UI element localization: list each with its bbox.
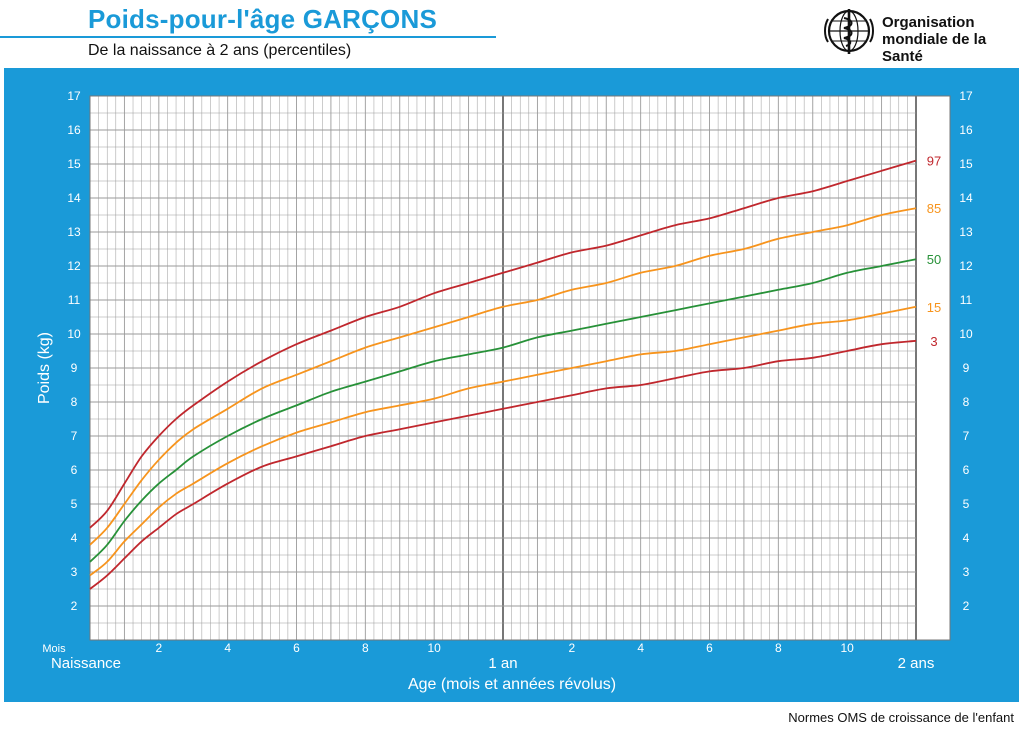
y-tick-label-left: 10 (67, 327, 81, 341)
y-tick-label-right: 17 (959, 89, 973, 103)
y-tick-label-left: 9 (71, 361, 78, 375)
x-axis-title: Age (mois et années révolus) (408, 676, 616, 693)
y-tick-label-right: 3 (963, 565, 970, 579)
y-tick-label-left: 4 (71, 531, 78, 545)
y-tick-label-right: 14 (959, 191, 973, 205)
y-axis-title: Poids (kg) (36, 332, 53, 404)
chart-subtitle: De la naissance à 2 ans (percentiles) (88, 42, 352, 59)
y-tick-label-right: 16 (959, 123, 973, 137)
y-tick-label-left: 17 (67, 89, 81, 103)
y-tick-label-left: 3 (71, 565, 78, 579)
y-tick-label-right: 10 (959, 327, 973, 341)
x-tick-label: 4 (637, 641, 644, 655)
series-line-p85 (89, 207, 917, 546)
chart-title: Poids-pour-l'âge GARÇONS (88, 4, 437, 34)
y-tick-label-left: 2 (71, 599, 78, 613)
y-tick-label-left: 5 (71, 497, 78, 511)
x-tick-label: 2 (568, 641, 575, 655)
x-month-caption: Mois (42, 643, 66, 655)
title-rule (0, 36, 496, 38)
y-tick-label-left: 11 (68, 293, 81, 307)
plot-border (89, 95, 951, 641)
series-line-p3 (89, 339, 917, 590)
x-tick-label: 2 (155, 641, 162, 655)
y-tick-label-left: 7 (71, 429, 78, 443)
y-tick-label-right: 4 (963, 531, 970, 545)
x-tick-label: 4 (224, 641, 231, 655)
x-tick-label: 10 (840, 641, 854, 655)
x-tick-label: 10 (427, 641, 441, 655)
y-tick-label-right: 15 (959, 157, 973, 171)
y-tick-label-right: 13 (959, 225, 973, 239)
x-tick-label: 6 (706, 641, 713, 655)
who-branding: Organisation mondiale de la Santé (822, 6, 1018, 65)
y-tick-label-left: 16 (67, 123, 81, 137)
org-name-line2: mondiale de la Santé (882, 31, 987, 65)
x-year-label: 1 an (488, 655, 517, 672)
series-line-p50 (89, 258, 917, 563)
y-tick-label-right: 2 (963, 599, 970, 613)
y-tick-label-left: 12 (67, 259, 81, 273)
y-tick-label-left: 6 (71, 463, 78, 477)
y-tick-label-left: 13 (67, 225, 81, 239)
y-tick-label-right: 5 (963, 497, 970, 511)
x-year-label: 2 ans (898, 655, 935, 672)
y-tick-label-right: 6 (963, 463, 970, 477)
footer-note: Normes OMS de croissance de l'enfant (788, 710, 1014, 725)
x-tick-label: 8 (362, 641, 369, 655)
y-tick-label-right: 11 (960, 293, 973, 307)
y-tick-label-right: 12 (959, 259, 973, 273)
y-tick-label-right: 8 (963, 395, 970, 409)
y-tick-label-right: 7 (963, 429, 970, 443)
y-tick-label-left: 15 (67, 157, 81, 171)
series-label-p15: 15 (927, 300, 941, 315)
series-label-p85: 85 (927, 201, 941, 216)
x-tick-label: 6 (293, 641, 300, 655)
x-tick-label: 8 (775, 641, 782, 655)
series-line-p15 (89, 305, 917, 577)
who-emblem-icon (824, 9, 874, 54)
series-label-p3: 3 (930, 334, 937, 349)
y-tick-label-right: 9 (963, 361, 970, 375)
series-line-p97 (89, 159, 917, 529)
org-name-line1: Organisation (882, 14, 975, 31)
y-tick-label-left: 14 (67, 191, 81, 205)
y-tick-label-left: 8 (71, 395, 78, 409)
x-start-label: Naissance (51, 655, 121, 672)
series-label-p50: 50 (927, 252, 941, 267)
series-label-p97: 97 (927, 154, 941, 169)
